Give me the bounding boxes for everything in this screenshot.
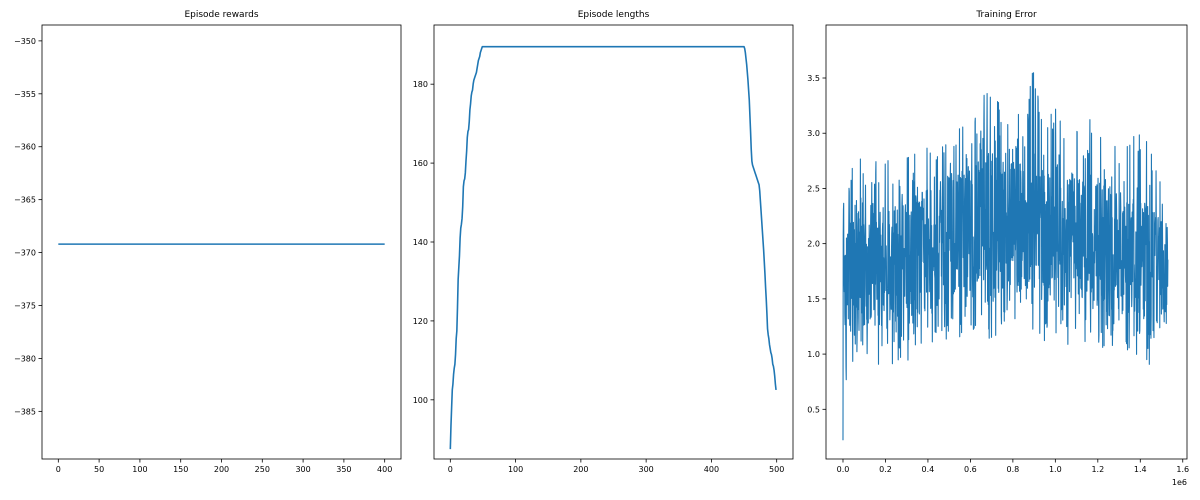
- y-tick-label: −350: [14, 37, 36, 46]
- y-tick-label: −355: [14, 90, 36, 99]
- x-tick-label: 0: [448, 465, 453, 474]
- x-tick-label: 1.6: [1176, 465, 1189, 474]
- x-tick-label: 0.8: [1007, 465, 1020, 474]
- x-tick-label: 1.2: [1091, 465, 1104, 474]
- x-offset-label: 1e6: [1172, 478, 1187, 487]
- panel-training-error: Training Error 0.0 0.2 0.4 0.6 0.8 1.0 1.2 1.4 1.…: [807, 10, 1189, 487]
- y-tick-label: −360: [14, 143, 36, 152]
- axes-frame: [433, 24, 794, 460]
- x-tick-label: 200: [214, 465, 229, 474]
- y-tick-label: −365: [14, 196, 36, 205]
- chart-title: Training Error: [975, 10, 1037, 20]
- y-tick-label: 3.0: [807, 129, 820, 138]
- y-tick-label: 120: [413, 317, 428, 326]
- y-tick-label: −375: [14, 302, 36, 311]
- x-tick-label: 150: [173, 465, 188, 474]
- y-tick-label: 100: [413, 396, 428, 405]
- series-group: [842, 72, 1169, 441]
- chart-title: Episode rewards: [184, 10, 258, 20]
- x-tick-label: 400: [704, 465, 719, 474]
- axes-frame: [825, 24, 1188, 460]
- chart-title: Episode lengths: [578, 10, 650, 20]
- x-tick-label: 50: [94, 465, 104, 474]
- y-tick-label: 1.0: [807, 350, 820, 359]
- series-line: [842, 72, 1169, 441]
- y-tick-label: 140: [413, 238, 428, 247]
- x-tick-label: 0: [56, 465, 61, 474]
- y-tick-label: 2.0: [807, 240, 820, 249]
- x-tick-label: 100: [132, 465, 147, 474]
- panel-rewards: Episode rewards 0 50 100 150 200 250 300 350 400 −…: [14, 10, 402, 474]
- x-tick-label: 300: [638, 465, 653, 474]
- series-line: [449, 45, 777, 450]
- x-tick-label: 100: [508, 465, 523, 474]
- y-tick-label: 160: [413, 159, 428, 168]
- y-tick-label: 1.5: [807, 295, 820, 304]
- x-tick-label: 0.2: [879, 465, 892, 474]
- x-tick-label: 1.0: [1049, 465, 1062, 474]
- x-tick-label: 0.0: [837, 465, 850, 474]
- x-tick-label: 200: [573, 465, 588, 474]
- x-tick-label: 500: [769, 465, 784, 474]
- y-tick-label: −370: [14, 249, 36, 258]
- x-tick-label: 250: [255, 465, 270, 474]
- x-tick-label: 0.4: [922, 465, 935, 474]
- panel-lengths: Episode lengths 0 100 200 300 400 500 100 120 140…: [413, 10, 794, 474]
- y-tick-label: 2.5: [807, 184, 820, 193]
- y-tick-label: −380: [14, 354, 36, 363]
- x-tick-label: 350: [336, 465, 351, 474]
- y-tick-label: 180: [413, 80, 428, 89]
- y-tick-label: 3.5: [807, 74, 820, 83]
- x-tick-label: 300: [295, 465, 310, 474]
- axes-frame: [41, 24, 402, 460]
- y-tick-label: 0.5: [807, 405, 820, 414]
- x-tick-label: 400: [377, 465, 392, 474]
- x-tick-label: 0.6: [964, 465, 977, 474]
- series-group: [449, 45, 777, 450]
- y-tick-label: −385: [14, 407, 36, 416]
- x-tick-label: 1.4: [1134, 465, 1147, 474]
